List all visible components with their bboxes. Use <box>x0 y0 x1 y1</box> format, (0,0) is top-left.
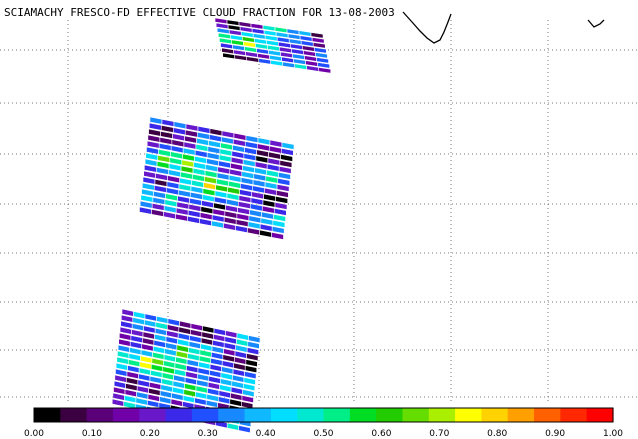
colorbar-segment <box>349 408 377 422</box>
swath-pixel <box>246 353 259 362</box>
colorbar-segment <box>165 408 193 422</box>
colorbar-segment <box>402 408 430 422</box>
swath-pixel <box>278 171 291 180</box>
map-title: SCIAMACHY FRESCO-FD EFFECTIVE CLOUD FRAC… <box>4 6 395 19</box>
colorbar-segment <box>297 408 325 422</box>
colorbar-tick-label: 0.10 <box>82 429 102 439</box>
swath-pixel <box>316 57 329 64</box>
colorbar-segment <box>191 408 219 422</box>
colorbar-segment <box>560 408 588 422</box>
colorbar-tick-label: 1.00 <box>603 429 623 439</box>
swath-pixel <box>281 141 295 150</box>
colorbar-tick-label: 0.00 <box>24 429 44 439</box>
swath-pixel <box>311 37 325 44</box>
colorbar-segment <box>534 408 561 422</box>
swath-pixel <box>280 147 294 156</box>
swath-pixel <box>315 52 328 59</box>
colorbar-tick-label: 0.70 <box>429 429 449 439</box>
swath-pixel <box>310 32 324 39</box>
swath-pixel <box>277 177 291 186</box>
colorbar-segment <box>323 408 351 422</box>
swath-pixel <box>246 347 260 356</box>
colorbar-tick-labels: 0.00 0.10 0.20 0.30 0.40 0.50 0.60 0.70 0.80 0.90… <box>24 429 623 439</box>
colorbar-segment <box>428 408 456 422</box>
swath-pixel <box>280 153 293 162</box>
swath-pixel <box>272 219 286 228</box>
swath-pixel <box>273 207 287 216</box>
satellite-swath-middle <box>139 116 295 240</box>
colorbar-segment <box>86 408 114 422</box>
swath-pixel <box>244 371 257 380</box>
swath-pixel <box>248 335 261 344</box>
colorbar-tick-label: 0.50 <box>313 429 333 439</box>
colorbar-segment <box>139 408 167 422</box>
colorbar-segment <box>455 408 483 422</box>
swath-pixel <box>273 213 286 222</box>
colorbar-tick-label: 0.60 <box>371 429 391 439</box>
colorbar-tick-label: 0.20 <box>140 429 160 439</box>
swath-pixel <box>245 359 258 368</box>
swath-pixel <box>317 62 330 69</box>
swath-pixel <box>242 383 256 392</box>
colorbar-segment <box>34 408 61 422</box>
colorbar-segment <box>481 408 509 422</box>
colorbar-segment <box>218 408 246 422</box>
swath-pixel <box>243 377 256 386</box>
swath-pixel <box>279 159 293 168</box>
swath-pixel <box>276 183 290 192</box>
swath-pixel <box>247 341 260 350</box>
colorbar-segment <box>244 408 272 422</box>
colorbar-tick-label: 0.40 <box>256 429 276 439</box>
colorbar-tick-label: 0.80 <box>487 429 507 439</box>
swath-pixel <box>271 231 284 240</box>
colorbar-segment <box>586 408 614 422</box>
swath-pixel <box>278 165 292 174</box>
colorbar-tick-label: 0.30 <box>198 429 218 439</box>
colorbar-segment <box>507 408 535 422</box>
swath-pixel <box>241 395 254 404</box>
satellite-swath-top <box>214 17 332 74</box>
coastline-outline <box>402 11 605 44</box>
swath-pixel <box>244 365 258 374</box>
swath-pixel <box>312 42 326 49</box>
swath-pixel <box>238 425 251 434</box>
swath-pixel <box>274 201 288 210</box>
colorbar <box>33 407 614 423</box>
swath-pixel <box>275 195 289 204</box>
colorbar-segment <box>376 408 404 422</box>
colorbar-tick-label: 0.90 <box>545 429 565 439</box>
swath-pixel <box>313 47 327 54</box>
colorbar-segment <box>112 408 140 422</box>
colorbar-segment <box>270 408 298 422</box>
swath-pixel <box>271 225 285 234</box>
swath-pixel <box>242 389 255 398</box>
swath-pixel <box>318 67 332 74</box>
colorbar-segment <box>60 408 88 422</box>
swath-pixel <box>276 189 289 198</box>
